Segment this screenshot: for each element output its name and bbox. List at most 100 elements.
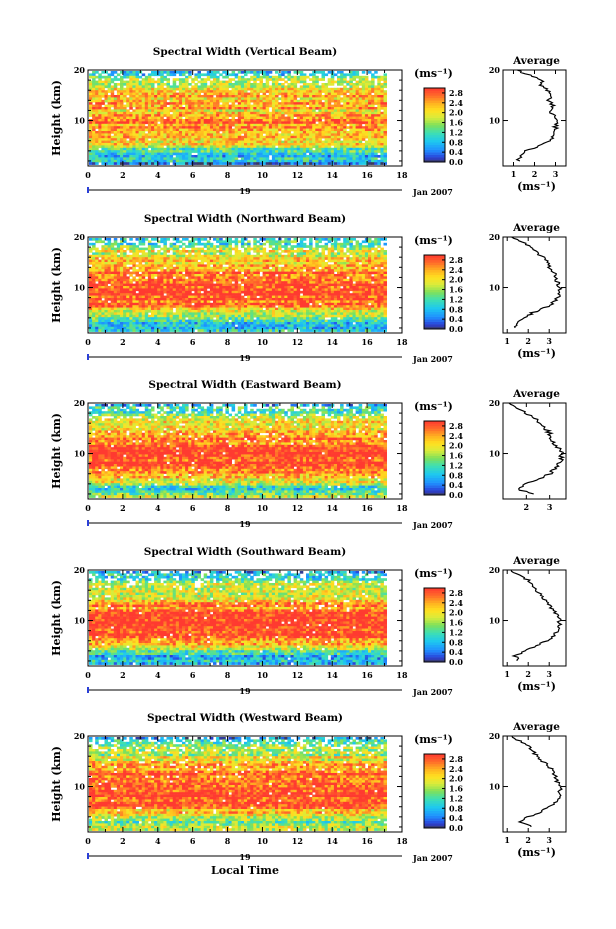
heatmap-cell [200, 152, 205, 156]
heatmap-cell [157, 71, 161, 74]
x-tick-label: 2 [120, 170, 126, 180]
heatmap-cell [194, 145, 198, 149]
heatmap-cell [377, 162, 381, 165]
heatmap-cell [135, 269, 139, 272]
heatmap-cell [290, 147, 294, 151]
heatmap-cell [216, 140, 220, 144]
heatmap-cell [123, 75, 127, 79]
heatmap-cell [228, 242, 232, 246]
heatmap-cell [213, 271, 217, 275]
heatmap-cell [157, 276, 161, 280]
heatmap-cell [225, 276, 229, 280]
heatmap-cell [206, 159, 211, 163]
heatmap-cell [355, 269, 360, 272]
heatmap-cell [368, 140, 372, 144]
heatmap-cell [231, 274, 236, 277]
heatmap-cell [321, 262, 325, 265]
heatmap-cell [178, 162, 183, 165]
heatmap-cell [275, 245, 279, 248]
heatmap-cell [120, 238, 124, 241]
heatmap-cell [132, 90, 136, 93]
heatmap-cell [113, 119, 118, 122]
heatmap-cell [182, 121, 186, 125]
heatmap-cell [123, 87, 127, 91]
heatmap-cell [364, 83, 369, 86]
heatmap-cell [312, 250, 316, 253]
heatmap-cell [312, 252, 316, 256]
colorbar-tick-label: 2.0 [449, 108, 463, 118]
heatmap-cell [368, 102, 372, 105]
heatmap-cell [225, 102, 229, 105]
heatmap-cell [141, 133, 146, 137]
heatmap-cell [293, 274, 298, 277]
heatmap-cell [157, 99, 161, 103]
heatmap-cell [312, 87, 316, 91]
heatmap-cell [123, 133, 127, 137]
heatmap-cell [287, 147, 291, 151]
heatmap-cell [151, 107, 155, 110]
heatmap-cell [113, 111, 118, 115]
heatmap-cell [132, 250, 136, 253]
heatmap-cell [321, 157, 325, 161]
heatmap-cell [225, 247, 229, 251]
heatmap-cell [209, 102, 214, 105]
heatmap-cell [185, 95, 189, 98]
heatmap-cell [312, 123, 316, 127]
heatmap-cell [225, 119, 229, 122]
heatmap-cell [120, 83, 124, 86]
heatmap-cell [364, 254, 369, 258]
heatmap-cell [222, 155, 226, 158]
heatmap-cell [95, 152, 99, 156]
heatmap-cell [337, 150, 341, 153]
heatmap-cell [151, 269, 155, 272]
heatmap-cell [374, 240, 378, 244]
heatmap-cell [188, 102, 192, 105]
heatmap-cell [151, 104, 155, 108]
heatmap-cell [175, 257, 180, 260]
heatmap-cell [228, 111, 232, 115]
x-tick-label: 12 [292, 170, 303, 180]
heatmap-cell [293, 240, 298, 244]
heatmap-cell [275, 157, 279, 161]
heatmap-cell [110, 254, 115, 258]
heatmap-cell [343, 145, 347, 149]
heatmap-cell [110, 257, 115, 260]
heatmap-cell [278, 107, 282, 110]
heatmap-cell [265, 78, 270, 81]
heatmap-cell [275, 75, 279, 79]
heatmap-cell [225, 242, 229, 246]
heatmap-cell [219, 147, 223, 151]
heatmap-cell [343, 138, 347, 141]
heatmap-cell [157, 109, 161, 113]
heatmap-cell [349, 238, 353, 241]
heatmap-cell [188, 254, 192, 258]
heatmap-cell [256, 92, 260, 96]
heatmap-cell [172, 83, 177, 86]
heatmap-cell [175, 128, 180, 132]
heatmap-cell [278, 254, 282, 258]
heatmap-cell [151, 271, 155, 275]
heatmap-cell [237, 254, 242, 258]
heatmap-cell [330, 252, 335, 256]
heatmap-cell [166, 247, 170, 251]
heatmap-cell [299, 271, 304, 275]
heatmap-cell [377, 78, 381, 81]
heatmap-cell [330, 274, 335, 277]
heatmap-cell [95, 119, 99, 122]
heatmap-cell [129, 133, 133, 137]
heatmap-cell [107, 109, 112, 113]
heatmap-cell [346, 247, 350, 251]
heatmap-cell [132, 252, 136, 256]
heatmap-cell [271, 240, 276, 244]
heatmap-cell [228, 266, 232, 270]
heatmap-cell [364, 269, 369, 272]
heatmap-cell [169, 126, 174, 129]
heatmap-cell [147, 152, 152, 156]
heatmap-cell [330, 109, 335, 113]
heatmap-cell [151, 126, 155, 129]
heatmap-cell [206, 135, 211, 139]
heatmap-cell [231, 85, 236, 89]
heatmap-cell [191, 109, 195, 113]
heatmap-cell [169, 155, 174, 158]
heatmap-cell [203, 119, 208, 122]
